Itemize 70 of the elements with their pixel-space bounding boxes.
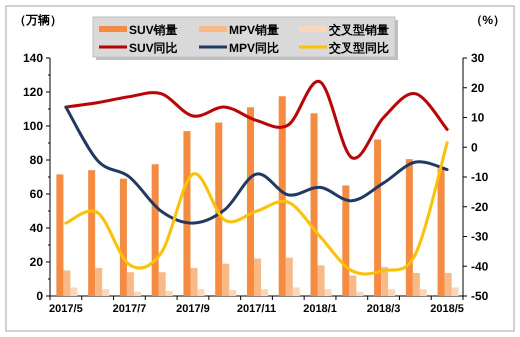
bar bbox=[292, 288, 300, 296]
legend-label: MPV同比 bbox=[229, 41, 280, 55]
bar bbox=[222, 264, 230, 296]
bar bbox=[247, 107, 254, 296]
bar bbox=[324, 289, 332, 296]
y2-tick-label: -10 bbox=[471, 170, 489, 184]
y-tick-label: 120 bbox=[22, 85, 44, 99]
legend-label: MPV销量 bbox=[229, 23, 280, 37]
bar bbox=[134, 292, 141, 296]
bar bbox=[254, 258, 261, 296]
legend-label: SUV同比 bbox=[129, 41, 178, 55]
x-tick-label: 2017/11 bbox=[236, 303, 276, 315]
y2-tick-label: -30 bbox=[471, 230, 489, 244]
bar bbox=[261, 289, 268, 296]
bar bbox=[318, 265, 325, 296]
y-tick-label: 60 bbox=[30, 187, 44, 201]
y2-tick-label: 30 bbox=[471, 51, 485, 65]
legend-label: SUV销量 bbox=[129, 23, 178, 37]
y-tick-label: 0 bbox=[36, 289, 44, 303]
x-tick-label: 2017/9 bbox=[176, 303, 210, 315]
y2-tick-label: -40 bbox=[471, 259, 489, 274]
bar bbox=[310, 113, 318, 296]
bar bbox=[420, 289, 427, 296]
bar bbox=[278, 96, 286, 296]
y2-tick-label: -50 bbox=[471, 289, 489, 303]
bar bbox=[444, 273, 452, 296]
y-tick-label: 80 bbox=[30, 153, 44, 167]
y-axis-title: （万辆） bbox=[14, 13, 62, 27]
bar bbox=[88, 170, 96, 296]
x-tick-label: 2018/1 bbox=[303, 303, 337, 315]
y2-tick-label: 0 bbox=[471, 140, 478, 154]
bar bbox=[374, 140, 382, 296]
bar bbox=[166, 290, 173, 296]
y2-axis-title: （%） bbox=[470, 13, 505, 27]
x-tick-label: 2017/7 bbox=[112, 303, 146, 315]
bar bbox=[56, 174, 64, 296]
bar bbox=[388, 289, 396, 296]
bar bbox=[349, 276, 356, 296]
y-tick-label: 20 bbox=[30, 255, 44, 269]
y-tick-label: 40 bbox=[30, 221, 44, 235]
bar bbox=[63, 270, 70, 296]
y-tick-label: 140 bbox=[22, 51, 44, 65]
x-tick-label: 2018/5 bbox=[430, 303, 464, 315]
bar bbox=[356, 292, 364, 296]
bar bbox=[452, 288, 459, 296]
y2-tick-label: 10 bbox=[471, 110, 485, 124]
bar bbox=[197, 289, 204, 296]
x-tick-label: 2018/3 bbox=[366, 303, 400, 315]
x-tick-label: 2017/5 bbox=[49, 303, 83, 315]
bar bbox=[286, 258, 293, 296]
bar bbox=[438, 168, 445, 296]
y2-tick-label: 20 bbox=[471, 80, 485, 95]
bar bbox=[102, 289, 110, 296]
bar bbox=[126, 272, 134, 296]
bar bbox=[406, 159, 413, 296]
bar bbox=[183, 131, 190, 296]
bar bbox=[152, 164, 159, 296]
bar bbox=[95, 268, 102, 296]
y2-tick-label: -20 bbox=[471, 200, 489, 214]
bar bbox=[229, 290, 236, 296]
legend-label: 交叉型同比 bbox=[328, 41, 389, 55]
bar bbox=[342, 186, 350, 296]
y-tick-label: 100 bbox=[22, 119, 44, 133]
bar bbox=[158, 272, 166, 296]
bar bbox=[70, 288, 78, 296]
bar bbox=[215, 122, 222, 296]
bar bbox=[120, 178, 127, 296]
legend-label: 交叉型销量 bbox=[328, 23, 389, 37]
bar bbox=[190, 268, 198, 296]
bar bbox=[412, 273, 420, 296]
